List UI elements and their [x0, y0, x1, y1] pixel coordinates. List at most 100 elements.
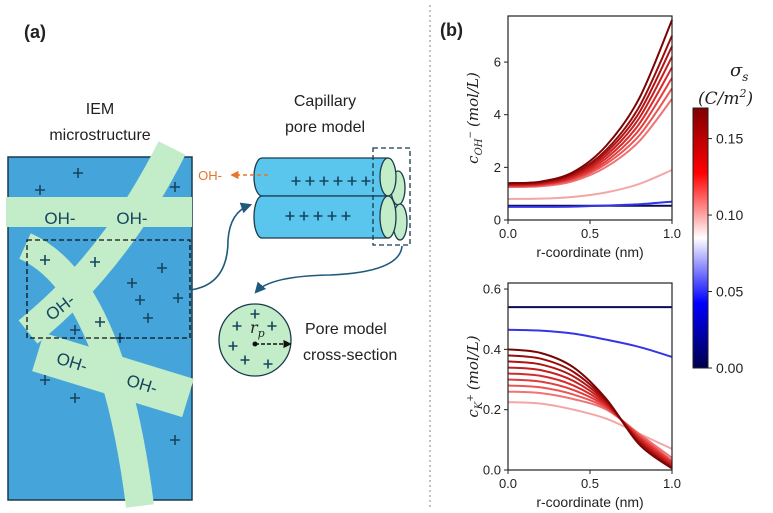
plus-sign — [327, 211, 337, 221]
plus-sign — [305, 176, 315, 186]
plus-sign — [170, 435, 180, 445]
colorbar-unit-open: (C/m — [698, 89, 740, 109]
fixed-charges — [35, 168, 183, 445]
y-title-unit: (mol/L) — [464, 335, 482, 390]
line-series — [507, 378, 673, 464]
plus-sign — [333, 176, 343, 186]
y-tick-label: 4 — [494, 107, 501, 122]
plus-sign — [347, 176, 357, 186]
plus-sign — [228, 341, 238, 351]
plus-sign — [90, 257, 100, 267]
plus-sign — [232, 321, 242, 331]
colorbar-tick-label: 0.15 — [716, 131, 743, 147]
line-series — [507, 98, 673, 189]
arrow — [189, 202, 253, 291]
y-title-sub: K — [474, 401, 485, 410]
plus-sign — [35, 185, 45, 195]
y-title-sup: + — [466, 394, 476, 402]
colorbar: σs (C/m2) 0.00 0.05 0.10 0.15 — [692, 60, 753, 376]
plus-sign — [73, 168, 83, 178]
colorbar-symbol-sub: s — [742, 70, 748, 84]
zoom-box — [372, 147, 411, 246]
plus-sign — [341, 211, 351, 221]
line-series — [507, 354, 673, 469]
y-tick-label: 0 — [494, 213, 501, 228]
y-tick-label: 6 — [494, 55, 501, 70]
line-series — [507, 348, 673, 470]
y-title-unit: (mol/L) — [464, 72, 482, 127]
y-tick-label: 0.4 — [483, 342, 501, 357]
plus-sign — [285, 211, 295, 221]
ion-label: OH- — [198, 168, 222, 183]
y-tick-label: 2 — [494, 160, 501, 175]
x-tick-label: 0.0 — [499, 476, 517, 491]
colorbar-unit-close: ) — [746, 89, 754, 109]
plus-sign — [127, 278, 137, 288]
fixed-charges — [228, 309, 277, 369]
panel-b: 0 2 4 6 0.0 0.5 1.0 r-coordinate (nm) c OH− (mol/L… — [464, 15, 681, 510]
center-dot — [252, 341, 258, 347]
plus-sign — [313, 211, 323, 221]
capillary-title: pore model — [285, 119, 365, 136]
plus-sign — [240, 355, 250, 365]
x-axis-title: r-coordinate (nm) — [536, 494, 643, 510]
plus-sign — [170, 182, 180, 192]
colorbar-unit: (C/m2) — [698, 87, 753, 109]
plus-sign — [263, 359, 273, 369]
section-title: cross-section — [303, 347, 397, 364]
y-title-sup: − — [466, 131, 476, 139]
y-tick-label: 0.2 — [483, 402, 501, 417]
colorbar-unit-sup: 2 — [739, 87, 747, 100]
colorbar-tick-label: 0.10 — [716, 207, 743, 223]
x-tick-label: 1.0 — [663, 226, 681, 241]
plus-sign — [135, 295, 145, 305]
line-series — [507, 169, 673, 200]
ion-label: OH- — [116, 209, 147, 228]
colorbar-label: σs — [730, 60, 748, 84]
colorbar-symbol: σ — [730, 60, 743, 81]
x-tick-label: 0.5 — [581, 476, 599, 491]
capillary — [253, 157, 408, 241]
y-tick-label: 0.0 — [483, 463, 501, 478]
colorbar-scale — [692, 107, 709, 369]
zoom-box — [26, 239, 191, 339]
panel-label: (b) — [440, 20, 463, 40]
line-series — [507, 360, 673, 468]
plus-sign — [95, 317, 105, 327]
plus-sign — [291, 176, 301, 186]
x-tick-label: 1.0 — [663, 476, 681, 491]
colorbar-tick-label: 0.05 — [716, 284, 743, 300]
plus-sign — [250, 309, 260, 319]
plus-sign — [299, 211, 309, 221]
plus-sign — [157, 263, 167, 273]
y-title-base: c — [464, 409, 482, 418]
plus-sign — [70, 325, 80, 335]
capillary-title: Capillary — [294, 93, 356, 110]
y-title-sub: OH — [474, 138, 485, 155]
line-series — [507, 19, 673, 185]
y-axis-title: cK+ (mol/L) — [464, 335, 485, 417]
panel-label: (a) — [24, 22, 46, 42]
line-series — [507, 384, 673, 462]
plus-sign — [40, 255, 50, 265]
radius-sub: p — [258, 327, 265, 340]
radius-label: rp — [250, 318, 265, 340]
y-axis-title: cOH− (mol/L) — [464, 72, 485, 164]
x-tick-label: 0.5 — [581, 226, 599, 241]
x-axis-title: r-coordinate (nm) — [536, 244, 643, 260]
plus-sign — [361, 176, 371, 186]
colorbar-tick-label: 0.00 — [716, 360, 743, 376]
plus-sign — [267, 321, 277, 331]
iem-title: microstructure — [49, 127, 150, 144]
panel-a: (a) IEM microstructure OH- OH- OH- OH- O… — [6, 22, 411, 508]
fixed-charges — [285, 176, 371, 221]
arrow — [254, 245, 403, 294]
ion-label: OH- — [44, 209, 75, 228]
radius-symbol: r — [250, 318, 259, 337]
plus-sign — [173, 293, 183, 303]
line-series — [507, 366, 673, 467]
plus-sign — [319, 176, 329, 186]
plus-sign — [40, 375, 50, 385]
y-tick-label: 0.6 — [483, 282, 501, 297]
